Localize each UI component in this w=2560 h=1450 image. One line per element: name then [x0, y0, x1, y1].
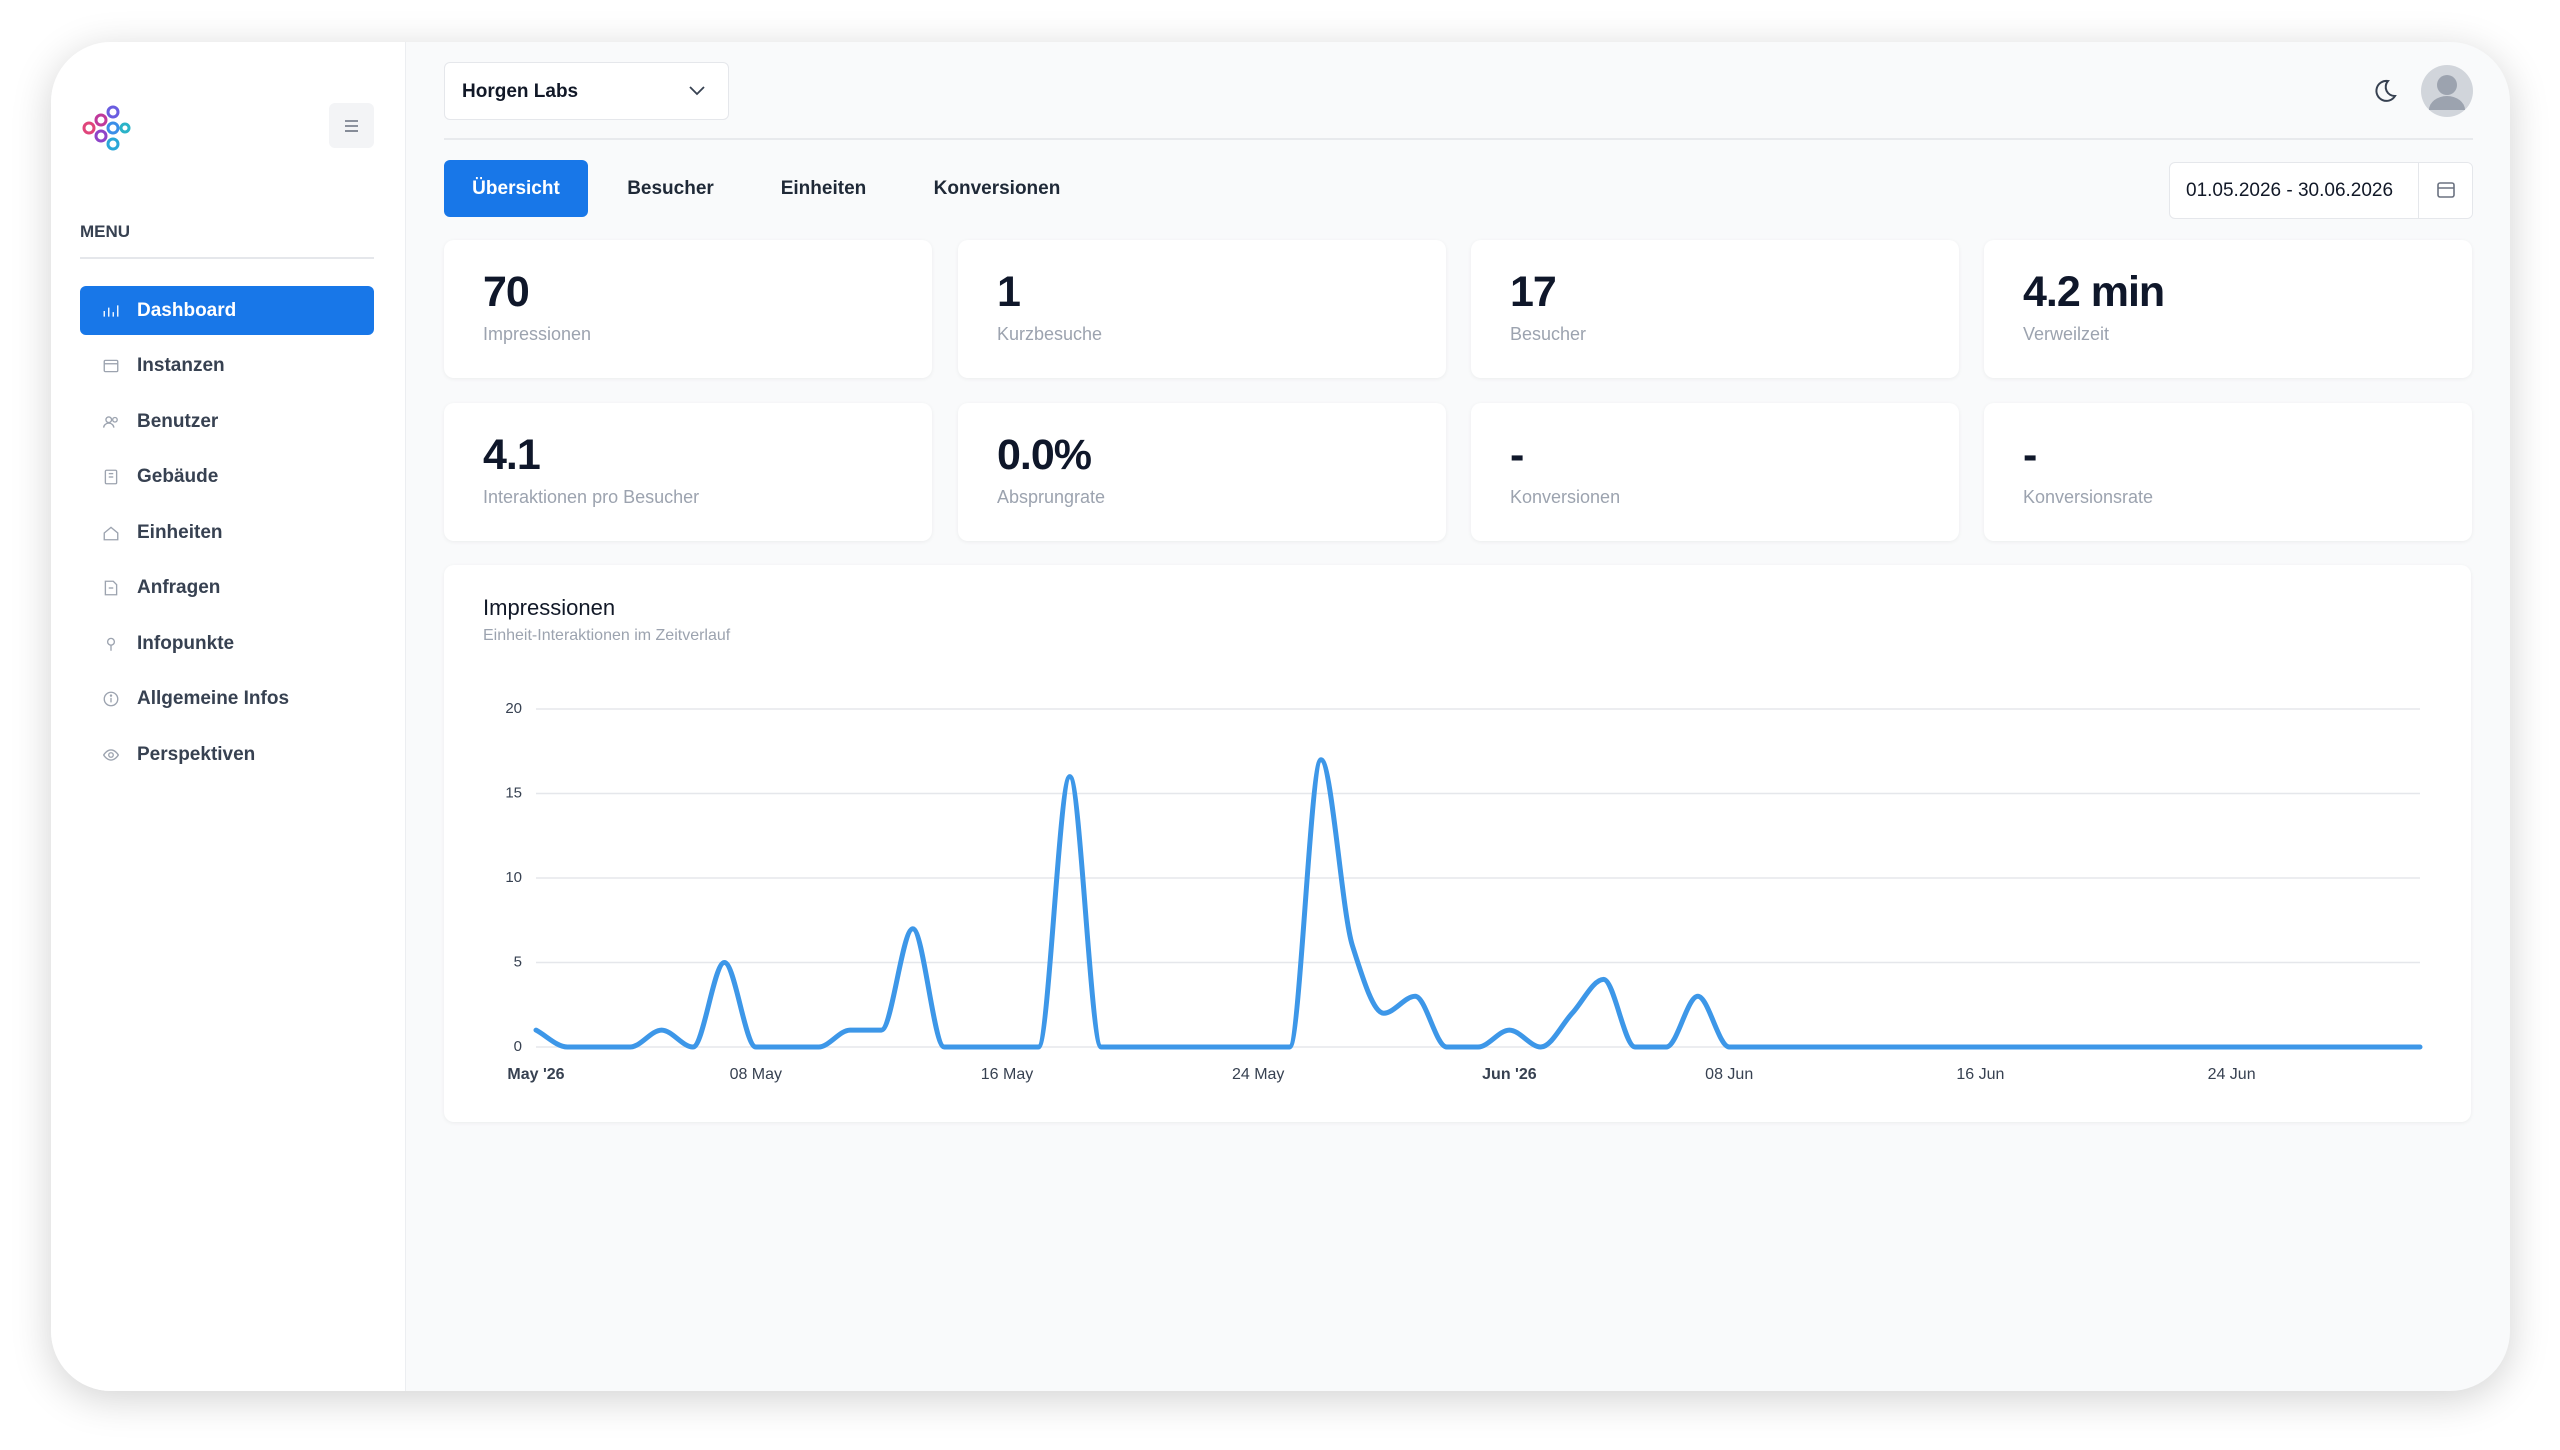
nav-item[interactable]: Einheiten: [80, 508, 374, 557]
date-range-picker[interactable]: 01.05.2026 - 30.06.2026: [2169, 162, 2473, 219]
y-tick-label: 20: [505, 700, 522, 717]
menu-label: MENU: [80, 222, 131, 241]
line-chart: 0 5 10 15 20 May '26 08 May 16 May 24 May Jun '26…: [505, 700, 2423, 1083]
x-tick-label: 08 May: [730, 1066, 782, 1083]
kpi-label: Verweilzeit: [2023, 324, 2110, 344]
avatar[interactable]: [2420, 64, 2474, 118]
kpi-value: 1: [997, 268, 1021, 316]
organization-name: Horgen Labs: [462, 81, 579, 102]
x-tick-label: 16 Jun: [1956, 1066, 2004, 1083]
nav-item[interactable]: Gebäude: [80, 453, 374, 502]
nav-label: Allgemeine Infos: [137, 688, 290, 709]
nav-label: Einheiten: [137, 521, 223, 543]
sidebar: MENU Dashboard Instanzen Benutzer Gebäude Ei…: [51, 42, 406, 1391]
nav-icon: [104, 580, 118, 596]
nav-item[interactable]: Allgemeine Infos: [80, 675, 374, 724]
nav-label: Infopunkte: [137, 632, 235, 654]
kpi-value: -: [1510, 431, 1524, 479]
chart-card: Impressionen Einheit-Interaktionen im Ze…: [444, 565, 2471, 1122]
kpi-value: 4.2 min: [2023, 268, 2165, 316]
y-tick-label: 10: [505, 869, 522, 886]
nav-label: Gebäude: [137, 466, 219, 487]
kpi-card: 1 Kurzbesuche: [958, 240, 1446, 378]
theme-toggle[interactable]: [2369, 76, 2399, 106]
calendar-button[interactable]: [2418, 163, 2472, 218]
kpi-label: Konversionsrate: [2023, 487, 2154, 507]
nav-icon: [103, 691, 119, 707]
kpi-card: 4.1 Interaktionen pro Besucher: [444, 403, 932, 541]
x-tick-label: 16 May: [981, 1066, 1033, 1083]
kpi-card: 17 Besucher: [1471, 240, 1959, 378]
nav-icon: [103, 304, 119, 317]
kpi-value: -: [2023, 431, 2037, 479]
chart-title: Impressionen: [483, 595, 616, 620]
kpi-label: Kurzbesuche: [997, 324, 1103, 344]
kpi-card: 0.0% Absprungrate: [958, 403, 1446, 541]
tab[interactable]: Besucher: [627, 177, 714, 199]
calendar-icon: [2437, 182, 2455, 198]
nav-icon: [103, 359, 119, 373]
x-tick-label: 24 Jun: [2208, 1066, 2256, 1083]
nav-icon: [106, 637, 116, 651]
kpi-card: 70 Impressionen: [444, 240, 932, 378]
nav-item[interactable]: Dashboard: [80, 286, 374, 335]
x-tick-label: 08 Jun: [1705, 1066, 1753, 1083]
kpi-card: 4.2 min Verweilzeit: [1984, 240, 2472, 378]
line-series: [533, 757, 2423, 1050]
tab[interactable]: Einheiten: [780, 177, 867, 199]
nav-label: Anfragen: [137, 577, 221, 598]
nav-label: Benutzer: [137, 410, 219, 432]
y-tick-label: 15: [505, 784, 522, 801]
divider: [80, 257, 374, 259]
kpi-value: 0.0%: [997, 431, 1092, 479]
kpi-value: 70: [483, 268, 530, 316]
y-tick-label: 0: [514, 1038, 522, 1055]
tab[interactable]: Konversionen: [933, 177, 1061, 199]
y-tick-label: 5: [514, 953, 522, 970]
kpi-label: Interaktionen pro Besucher: [483, 487, 700, 507]
nav-item[interactable]: Infopunkte: [80, 619, 374, 668]
nav-icon: [103, 525, 119, 540]
organization-select[interactable]: Horgen Labs: [444, 62, 729, 120]
kpi-label: Konversionen: [1510, 487, 1621, 507]
chart-subtitle: Einheit-Interaktionen im Zeitverlauf: [483, 627, 731, 644]
header-divider: [444, 138, 2473, 140]
nav-item[interactable]: Perspektiven: [80, 730, 374, 779]
x-tick-label: Jun '26: [1482, 1066, 1537, 1083]
kpi-label: Besucher: [1510, 324, 1587, 344]
nav-icon: [104, 469, 118, 485]
kpi-label: Absprungrate: [997, 487, 1106, 507]
chevron: [689, 86, 705, 96]
kpi-card: - Konversionen: [1471, 403, 1959, 541]
nav-item[interactable]: Instanzen: [80, 342, 374, 391]
x-tick-label: 24 May: [1232, 1066, 1284, 1083]
nav-label: Dashboard: [137, 299, 237, 321]
nav-label: Instanzen: [137, 355, 225, 376]
x-tick-label: May '26: [507, 1066, 564, 1083]
tab[interactable]: Übersicht: [444, 160, 588, 217]
nav-label: Perspektiven: [137, 743, 256, 765]
nav-item[interactable]: Benutzer: [80, 397, 374, 446]
app-window: MENU Dashboard Instanzen Benutzer Gebäude Ei…: [51, 42, 2510, 1391]
kpi-value: 17: [1510, 268, 1557, 316]
nav-item[interactable]: Anfragen: [80, 564, 374, 613]
nav-icon: [102, 748, 120, 761]
date-range: 01.05.2026 - 30.06.2026: [2186, 180, 2394, 201]
menu-icon: [345, 120, 358, 132]
kpi-card: - Konversionsrate: [1984, 403, 2472, 541]
nav-icon: [103, 415, 118, 428]
menu-toggle[interactable]: [329, 103, 374, 148]
logo[interactable]: [77, 100, 133, 156]
kpi-label: Impressionen: [483, 324, 592, 344]
kpi-value: 4.1: [483, 431, 541, 479]
